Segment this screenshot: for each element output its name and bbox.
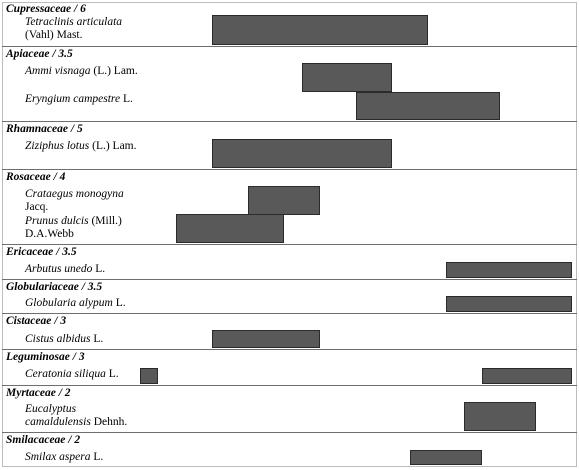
family-separator: /: [65, 434, 75, 446]
family-score: 2: [64, 387, 71, 399]
family-score: 2: [74, 434, 81, 446]
period-bar: [176, 214, 284, 243]
family-score: 4: [59, 171, 66, 183]
species-label: Ammi visnaga (L.) Lam.: [25, 65, 143, 78]
family-separator: /: [55, 387, 65, 399]
family-label: Ericaceae / 3.5: [6, 246, 77, 259]
species-author: L.: [93, 451, 104, 463]
family-score: 3.5: [58, 48, 73, 60]
species-author: L.: [95, 263, 106, 275]
period-bar: [212, 330, 320, 348]
species-author: L.: [108, 368, 119, 380]
species-name: Crataegus monogyna: [25, 188, 124, 200]
family-score: 3.5: [87, 281, 103, 293]
group-separator: [2, 349, 577, 350]
family-separator: /: [67, 123, 77, 135]
group-separator: [2, 279, 577, 280]
species-name: Cistus albidus: [25, 333, 91, 345]
family-score: 3.5: [62, 246, 77, 258]
period-bar: [212, 139, 392, 168]
period-bar: [482, 368, 572, 384]
group-separator: [2, 46, 577, 47]
family-label: Rosaceae / 4: [6, 171, 65, 184]
species-name: Ziziphus lotus: [25, 140, 90, 152]
species-label: Crataegus monogyna Jacq.: [25, 188, 143, 214]
species-name: Tetraclinis articulata: [25, 16, 123, 28]
species-label: Smilax aspera L.: [25, 451, 143, 464]
family-score: 3: [78, 351, 85, 363]
family-name: Globulariaceae: [6, 281, 79, 293]
family-name: Cupressaceae: [6, 3, 72, 15]
period-bar: [464, 402, 536, 431]
species-name: Eryngium campestre: [25, 93, 121, 105]
family-separator: /: [78, 281, 88, 293]
species-name: Ammi visnaga: [25, 65, 91, 77]
family-name: Smilacaceae: [6, 434, 66, 446]
family-score: 3: [60, 315, 67, 327]
period-bar: [446, 262, 572, 278]
group-separator: [2, 169, 577, 170]
family-label: Cistaceae / 3: [6, 315, 66, 328]
species-author: (Vahl) Mast.: [25, 29, 83, 41]
period-bar: [140, 368, 158, 384]
family-label: Cupressaceae / 6: [6, 3, 86, 16]
species-name: Prunus dulcis: [25, 215, 89, 227]
group-separator: [2, 385, 577, 386]
species-label: Tetraclinis articulata (Vahl) Mast.: [25, 16, 143, 42]
species-label: Arbutus unedo L.: [25, 263, 143, 276]
group-separator: [2, 313, 577, 314]
species-label: Eryngium campestre L.: [25, 93, 143, 106]
species-label: Cistus albidus L.: [25, 333, 143, 346]
species-label: Ceratonia siliqua L.: [25, 368, 143, 381]
family-name: Ericaceae: [6, 246, 54, 258]
family-name: Rosaceae: [6, 171, 51, 183]
species-name: Arbutus unedo: [25, 263, 93, 275]
family-label: Smilacaceae / 2: [6, 434, 80, 447]
family-separator: /: [71, 3, 81, 15]
species-name: Ceratonia siliqua: [25, 368, 106, 380]
species-label: Globularia alypum L.: [25, 297, 143, 310]
family-label: Apiaceae / 3.5: [6, 48, 73, 61]
species-author: L.: [122, 93, 133, 105]
group-separator: [2, 432, 577, 433]
species-author: (L.) Lam.: [93, 65, 138, 77]
period-bar: [356, 92, 500, 120]
family-separator: /: [69, 351, 79, 363]
species-author: Jacq.: [25, 201, 49, 213]
family-name: Leguminosae: [6, 351, 70, 363]
family-separator: /: [51, 315, 61, 327]
group-separator: [2, 121, 577, 122]
period-bar: [248, 186, 320, 215]
family-separator: /: [49, 48, 59, 60]
period-bar: [212, 15, 428, 45]
period-bar: [302, 63, 392, 92]
species-name: Eucalyptus camaldulensis: [25, 403, 91, 428]
family-name: Myrtaceae: [6, 387, 56, 399]
species-label: Ziziphus lotus (L.) Lam.: [25, 140, 143, 153]
family-label: Myrtaceae / 2: [6, 387, 71, 400]
family-name: Rhamnaceae: [6, 123, 68, 135]
period-bar: [446, 296, 572, 312]
species-author: L.: [115, 297, 126, 309]
species-label: Eucalyptus camaldulensis Dehnh.: [25, 403, 143, 429]
family-score: 6: [80, 3, 86, 15]
group-separator: [2, 244, 577, 245]
family-label: Leguminosae / 3: [6, 351, 85, 364]
family-score: 5: [76, 123, 83, 135]
family-separator: /: [53, 246, 63, 258]
family-label: Globulariaceae / 3.5: [6, 281, 102, 294]
family-label: Rhamnaceae / 5: [6, 123, 83, 136]
species-name: Smilax aspera: [25, 451, 91, 463]
species-author: (Mill.) D.A.Webb: [25, 215, 122, 240]
family-name: Cistaceae: [6, 315, 52, 327]
period-bar: [410, 450, 482, 465]
family-name: Apiaceae: [6, 48, 50, 60]
species-author: L.: [93, 333, 104, 345]
species-author: Dehnh.: [93, 416, 128, 428]
family-separator: /: [50, 171, 60, 183]
species-author: (L.) Lam.: [92, 140, 137, 152]
species-name: Globularia alypum: [25, 297, 113, 309]
species-label: Prunus dulcis (Mill.) D.A.Webb: [25, 215, 143, 241]
